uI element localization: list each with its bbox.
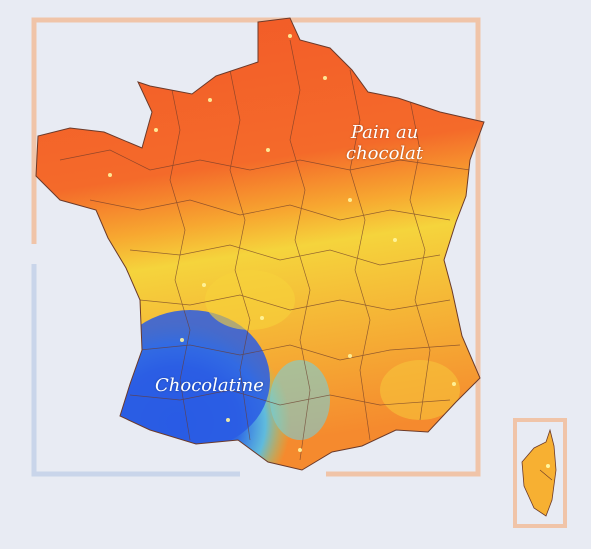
pain-au-chocolat-label: Pain au chocolat <box>346 122 423 164</box>
pain-au-chocolat-line2: chocolat <box>346 143 424 164</box>
pain-au-chocolat-line1: Pain au <box>350 122 419 143</box>
chocolatine-label: Chocolatine <box>155 375 264 396</box>
inset-frame-south <box>31 264 240 477</box>
inset-frame-north <box>31 17 481 477</box>
corsica-inset <box>513 418 567 528</box>
france-mainland <box>35 17 485 471</box>
